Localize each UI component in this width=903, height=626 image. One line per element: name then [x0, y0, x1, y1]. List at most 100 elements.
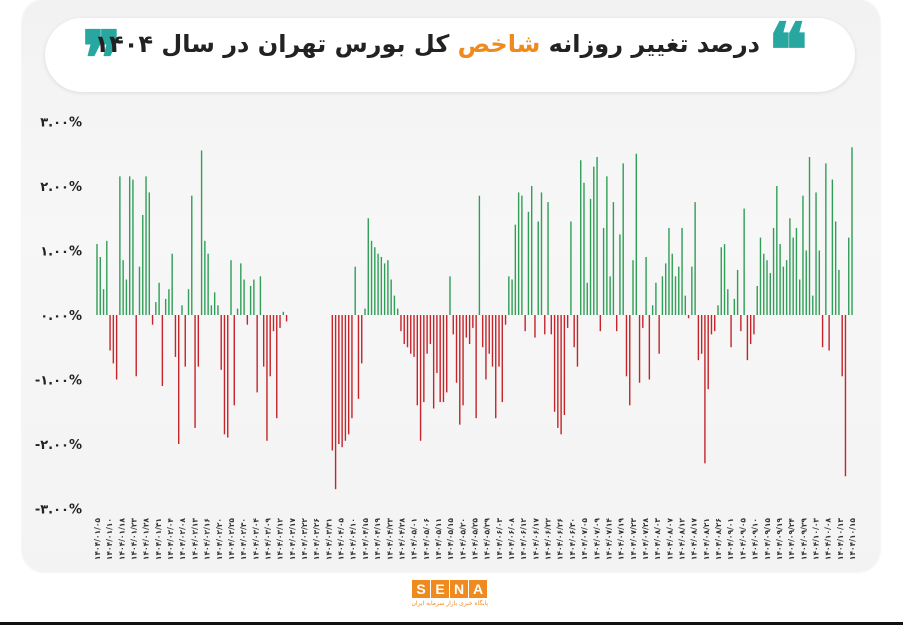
bar	[704, 315, 706, 464]
logo-letter: S	[412, 580, 430, 598]
bar	[795, 227, 798, 315]
x-tick-label: ۱۴۰۴/۱۰/۱۳	[836, 518, 845, 561]
bar	[834, 221, 837, 315]
y-tick-label: ۳.۰۰%	[40, 116, 82, 131]
bar	[772, 227, 775, 315]
x-tick-label: ۱۴۰۴/۰۶/۰۳	[495, 518, 504, 561]
bar	[553, 315, 556, 412]
x-tick-label: ۱۴۰۴/۰۸/۱۷	[690, 518, 699, 561]
bar	[531, 186, 533, 315]
x-tick-label: ۱۴۰۴/۰۳/۱۷	[288, 518, 297, 561]
x-tick-label: ۱۴۰۴/۰۸/۰۷	[665, 518, 674, 561]
bar	[472, 315, 474, 328]
bar	[831, 179, 834, 315]
bar	[730, 315, 732, 348]
bar	[527, 211, 530, 315]
bar	[155, 302, 157, 315]
bar	[517, 192, 520, 315]
bar	[338, 315, 340, 444]
bar	[596, 156, 598, 315]
bar	[416, 315, 418, 406]
bar	[576, 315, 579, 367]
x-tick-label: ۱۴۰۴/۰۳/۱۲	[276, 518, 285, 561]
bar	[642, 315, 644, 328]
bar	[694, 202, 696, 316]
bar	[187, 289, 190, 315]
bar	[720, 247, 722, 315]
bar	[436, 315, 438, 374]
bar	[151, 315, 154, 325]
x-tick-label: ۱۴۰۴/۰۹/۰۵	[738, 518, 747, 561]
x-tick-label: ۱۴۰۴/۰۷/۲۳	[629, 518, 638, 561]
bar	[511, 279, 513, 315]
x-tick-label: ۱۴۰۴/۰۵/۰۱	[410, 518, 419, 560]
y-tick-label: ۱.۰۰%	[40, 245, 82, 260]
bar	[766, 260, 768, 315]
bar	[478, 195, 481, 315]
bar	[171, 253, 173, 315]
x-tick-label: ۱۴۰۴/۰۶/۲۶	[556, 518, 565, 560]
x-tick-label: ۱۴۰۴/۰۴/۲۳	[385, 518, 394, 561]
x-tick-label: ۱۴۰۴/۰۴/۱۹	[373, 518, 382, 561]
bar	[485, 315, 487, 380]
bar	[344, 315, 347, 441]
bar	[815, 192, 817, 315]
x-tick-label: ۱۴۰۴/۰۳/۲۲	[300, 518, 309, 561]
bar	[498, 315, 500, 367]
bar	[622, 163, 624, 315]
bar	[423, 315, 425, 403]
bar	[439, 315, 441, 403]
bar	[432, 315, 435, 409]
bar	[799, 279, 801, 315]
x-tick-label: ۱۴۰۴/۱۰/۱۵	[848, 518, 857, 561]
bar	[606, 176, 608, 315]
bar	[99, 256, 101, 315]
bar	[279, 315, 281, 328]
bar	[168, 289, 170, 315]
bar	[200, 150, 203, 315]
bar	[602, 227, 605, 315]
bar	[142, 215, 144, 315]
bar	[844, 315, 847, 477]
x-tick-label: ۱۴۰۴/۰۲/۱۶	[203, 518, 212, 560]
bar	[138, 266, 141, 316]
bar	[661, 276, 664, 315]
bar	[821, 315, 824, 348]
x-tick-label: ۱۴۰۴/۰۵/۲۰	[458, 518, 467, 560]
bar	[112, 315, 115, 364]
y-tick-label: ۰.۰۰%	[40, 309, 82, 324]
bar	[266, 315, 268, 441]
bar	[119, 176, 121, 315]
x-tick-label: ۱۴۰۴/۰۹/۰۱	[726, 518, 735, 560]
bar	[481, 315, 484, 348]
bar	[687, 315, 690, 319]
bar	[419, 315, 422, 441]
bar	[615, 315, 618, 332]
bar	[521, 195, 523, 315]
bar	[413, 315, 415, 357]
close-quote-icon: ❝	[768, 8, 808, 94]
x-tick-label: ۱۴۰۴/۰۷/۰۵	[580, 518, 589, 561]
bar	[158, 282, 160, 315]
bar	[393, 295, 396, 315]
bar	[648, 315, 651, 380]
bar	[707, 315, 709, 390]
x-tick-label: ۱۴۰۴/۰۲/۲۵	[227, 518, 236, 561]
bar	[635, 153, 637, 315]
bar	[125, 279, 128, 315]
x-tick-label: ۱۴۰۴/۰۶/۱۷	[531, 518, 540, 561]
bar	[197, 315, 200, 367]
bar	[194, 315, 196, 428]
bar	[148, 192, 150, 315]
bar	[390, 279, 392, 315]
bar	[749, 315, 752, 345]
x-tick-label: ۱۴۰۴/۰۷/۰۹	[592, 518, 601, 561]
bar	[331, 315, 334, 451]
bar	[102, 289, 105, 315]
bar	[491, 315, 494, 367]
x-tick-label: ۱۴۰۴/۰۲/۰۴	[166, 518, 175, 561]
bar	[400, 315, 402, 332]
bar	[700, 315, 703, 354]
x-tick-label: ۱۴۰۴/۰۱/۱۰	[105, 518, 114, 560]
bar	[776, 186, 778, 315]
